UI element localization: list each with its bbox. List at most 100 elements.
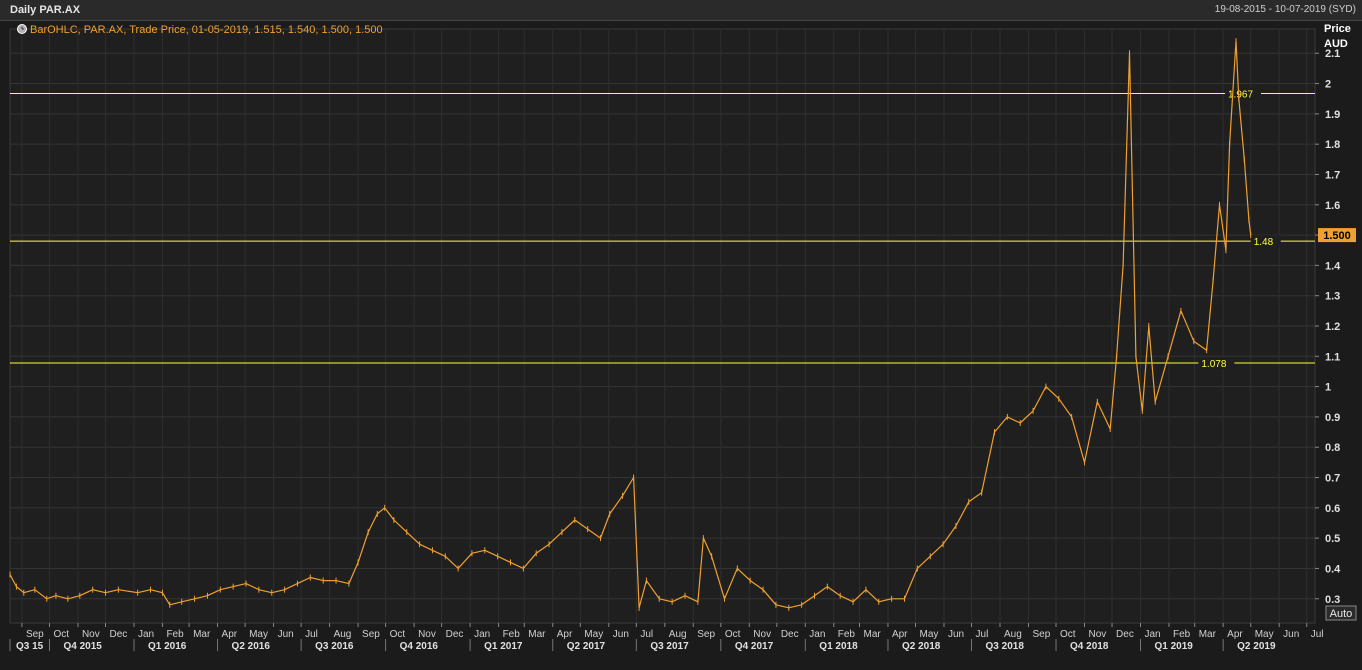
x-tick-label: Jan (474, 629, 490, 640)
quarter-label: Q1 2019 (1155, 641, 1194, 652)
quarter-label: Q3 2017 (650, 641, 689, 652)
y-tick-label: 0.9 (1325, 412, 1340, 424)
x-tick-label: Mar (1199, 629, 1217, 640)
y-tick-label: 1.9 (1325, 109, 1340, 121)
quarter-label: Q1 2018 (819, 641, 858, 652)
y-tick-label: 1 (1325, 382, 1331, 394)
x-tick-label: Nov (753, 629, 771, 640)
x-tick-label: Dec (1116, 629, 1134, 640)
x-tick-label: Nov (1088, 629, 1106, 640)
x-tick-label: Feb (838, 629, 856, 640)
x-tick-label: Jun (1283, 629, 1299, 640)
x-tick-label: Feb (1173, 629, 1191, 640)
x-tick-label: Sep (1032, 629, 1050, 640)
auto-button-frame[interactable] (1325, 605, 1357, 621)
price-chart: 1.967 1.48 1.078 0.3 0.4 0.5 0.6 0.7 0.8 0.9 1 1.1… (9, 23, 1357, 652)
reference-line-label: 1.967 (1228, 90, 1253, 101)
date-range: 19-08-2015 - 10-07-2019 (SYD) (1214, 4, 1356, 15)
y-tick-label: 0.5 (1325, 533, 1340, 545)
y-tick-label: 1.3 (1325, 291, 1340, 303)
x-tick-label: Jul (305, 629, 318, 640)
y-tick-label: 0.3 (1325, 594, 1340, 606)
x-tick-label: Apr (1227, 629, 1243, 640)
x-tick-label: May (1255, 629, 1274, 640)
x-tick-label: Aug (669, 629, 687, 640)
x-tick-label: Jun (613, 629, 629, 640)
quarter-label: Q2 2016 (232, 641, 271, 652)
y-axis-title: Price (1324, 23, 1351, 35)
x-tick-label: Apr (557, 629, 573, 640)
y-tick-label: 2.1 (1325, 48, 1340, 60)
auto-button[interactable]: Auto (1325, 605, 1357, 621)
y-tick-label: 1.6 (1325, 200, 1340, 212)
quarter-label: Q1 2017 (484, 641, 523, 652)
y-tick-label: 0.8 (1325, 442, 1340, 454)
y-axis-unit: AUD (1324, 38, 1348, 50)
x-tick-label: Feb (503, 629, 521, 640)
chart-title: Daily PAR.AX (10, 4, 81, 16)
x-axis: Sep Oct Nov Dec Jan Feb Mar Apr May Jun Jul Aug Sep O… (9, 623, 1324, 652)
last-price-badge (1318, 228, 1356, 243)
x-tick-label: May (920, 629, 939, 640)
x-tick-label: Jan (1145, 629, 1161, 640)
x-tick-label: Apr (222, 629, 238, 640)
quarter-label: Q4 2017 (735, 641, 774, 652)
x-tick-label: Jan (138, 629, 154, 640)
x-tick-label: Sep (26, 629, 44, 640)
x-tick-label: Oct (1060, 629, 1076, 640)
quarter-label: Q4 2015 (63, 641, 102, 652)
x-tick-label: Mar (863, 629, 881, 640)
last-price-label: 1.500 (1323, 230, 1351, 242)
quarter-label: Q2 2019 (1237, 641, 1276, 652)
reference-label-bg (1250, 235, 1281, 248)
x-tick-label: May (584, 629, 603, 640)
reference-line-label: 1.078 (1201, 359, 1226, 370)
grid (10, 29, 1315, 623)
x-tick-label: May (249, 629, 268, 640)
x-tick-label: Aug (334, 629, 352, 640)
x-tick-label: Nov (418, 629, 436, 640)
x-tick-label: Jul (1311, 629, 1324, 640)
quarter-label: Q2 2017 (567, 641, 606, 652)
x-tick-label: Oct (53, 629, 69, 640)
reference-label-bg (1225, 87, 1261, 100)
legend: BarOHLC, PAR.AX, Trade Price, 01-05-2019… (17, 24, 383, 36)
x-tick-label: Dec (446, 629, 464, 640)
x-tick-label: Sep (697, 629, 715, 640)
quarter-label: Q3 2016 (315, 641, 354, 652)
quarter-label: Q4 2016 (400, 641, 439, 652)
y-tick-label: 0.4 (1325, 563, 1341, 575)
y-tick-label: 1.1 (1325, 351, 1340, 363)
reference-lines: 1.967 1.48 1.078 (10, 87, 1315, 370)
x-tick-label: Jul (976, 629, 989, 640)
y-axis: 0.30.40.50.60.70.80.911.11.21.31.41.51.6… (1315, 48, 1356, 606)
y-tick-label: 1.2 (1325, 321, 1340, 333)
y-tick-label: 1.7 (1325, 169, 1340, 181)
title-bar: Daily PAR.AX 19-08-2015 - 10-07-2019 (SY… (0, 0, 1362, 21)
quarter-label: Q1 2016 (148, 641, 187, 652)
x-tick-label: Feb (166, 629, 184, 640)
x-tick-label: Jan (809, 629, 825, 640)
legend-text: BarOHLC, PAR.AX, Trade Price, 01-05-2019… (30, 24, 383, 36)
x-tick-label: Oct (725, 629, 741, 640)
y-tick-label: 1.4 (1325, 260, 1341, 272)
x-tick-label: Jul (640, 629, 653, 640)
price-series (9, 38, 1252, 611)
x-tick-label: Jun (278, 629, 294, 640)
y-tick-label: 0.7 (1325, 473, 1340, 485)
y-tick-label: 1.8 (1325, 139, 1340, 151)
x-tick-label: Mar (528, 629, 546, 640)
y-tick-label: 0.6 (1325, 503, 1340, 515)
x-tick-label: Dec (781, 629, 799, 640)
x-tick-label: Oct (390, 629, 406, 640)
x-tick-label: Apr (892, 629, 908, 640)
quarter-label: Q2 2018 (902, 641, 941, 652)
x-tick-label: Dec (110, 629, 128, 640)
reference-line-label: 1.48 (1254, 237, 1274, 248)
quarter-label: Q3 2018 (986, 641, 1025, 652)
y-tick-label: 2 (1325, 79, 1331, 91)
quarter-label: Q4 2018 (1070, 641, 1109, 652)
auto-button-label[interactable]: Auto (1330, 608, 1353, 620)
x-tick-label: Mar (193, 629, 211, 640)
